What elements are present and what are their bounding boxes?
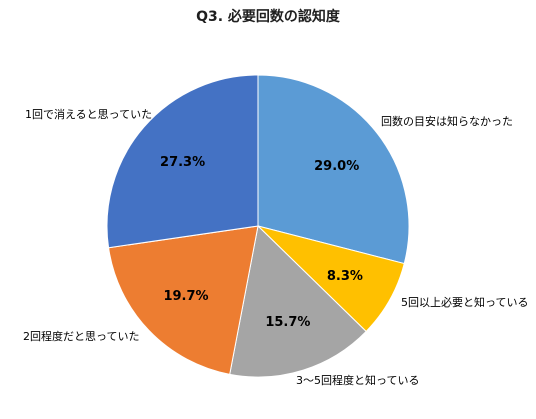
- pie-slice-4: [108, 225, 259, 375]
- pie-slice-3: [229, 224, 367, 378]
- slice-category-label: 5回以上必要と知っている: [401, 295, 528, 309]
- slice-value-label: 8.3%: [327, 269, 363, 284]
- slice-value-label: 19.7%: [163, 289, 208, 304]
- chart-title: Q3. 必要回数の認知度: [196, 9, 340, 25]
- slice-value-label: 15.7%: [265, 315, 310, 330]
- slice-category-label: 回数の目安は知らなかった: [381, 114, 513, 128]
- slice-value-label: 27.3%: [160, 155, 205, 170]
- slice-category-label: 2回程度だと思っていた: [23, 329, 139, 343]
- pie-slice-1: [257, 74, 410, 265]
- pie-slice-5: [106, 74, 259, 249]
- slice-value-label: 29.0%: [314, 159, 359, 174]
- slice-category-label: 1回で消えると思っていた: [25, 107, 152, 121]
- slice-category-label: 3〜5回程度と知っている: [296, 373, 419, 387]
